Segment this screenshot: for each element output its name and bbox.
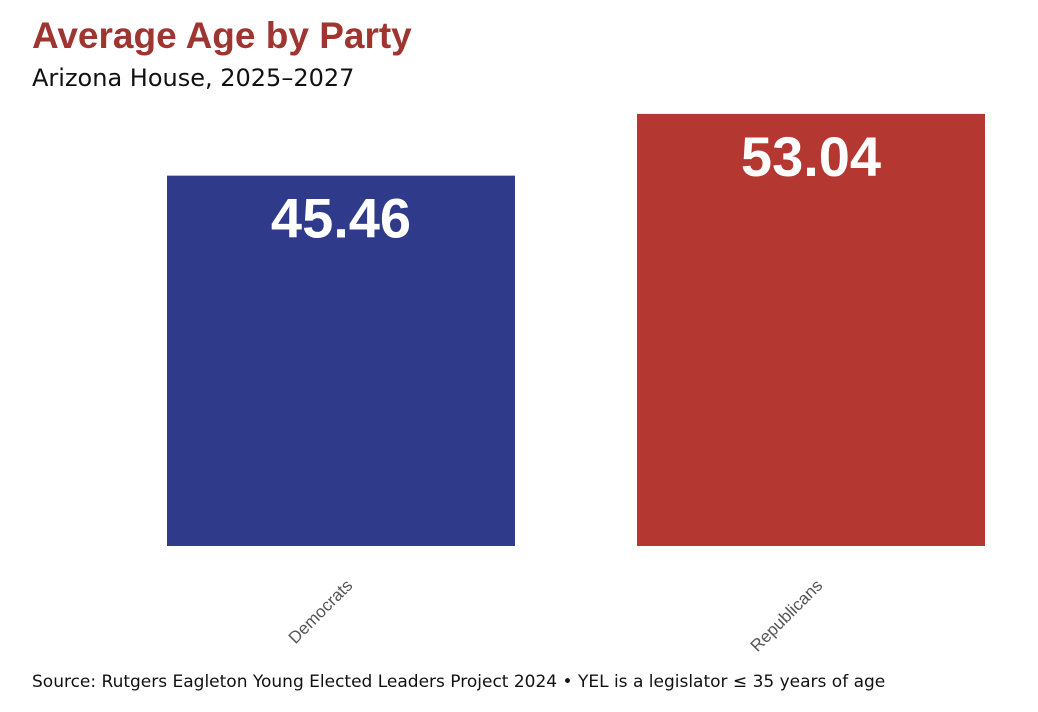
- chart-subtitle: Arizona House, 2025–2027: [32, 64, 355, 92]
- source-note: Source: Rutgers Eagleton Young Elected L…: [32, 672, 886, 692]
- value-label-democrats: 45.46: [271, 187, 411, 250]
- x-tick-label-republicans: Republicans: [747, 576, 827, 656]
- x-tick-label-democrats: Democrats: [285, 576, 357, 648]
- value-label-republicans: 53.04: [741, 125, 881, 188]
- chart-title: Average Age by Party: [32, 15, 412, 56]
- x-tick-labels-group: Democrats Republicans: [285, 576, 827, 656]
- value-labels-group: 45.46 53.04: [271, 125, 881, 250]
- bar-democrats: [167, 175, 515, 546]
- bar-republicans: [637, 113, 985, 546]
- bars-group: [167, 113, 985, 546]
